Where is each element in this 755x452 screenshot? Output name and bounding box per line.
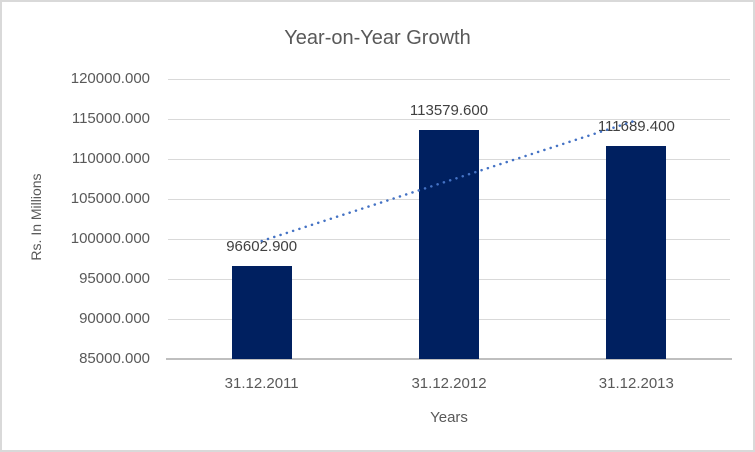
bar-31.12.2011 (231, 266, 292, 359)
y-axis-tick-label: 90000.000 (79, 310, 150, 327)
data-label: 96602.900 (226, 238, 298, 256)
x-axis-title: Years (430, 409, 468, 426)
y-axis-tick-label: 95000.000 (79, 270, 150, 287)
x-axis-line (166, 358, 732, 360)
bar-31.12.2012 (419, 130, 479, 359)
chart-title: Year-on-Year Growth (284, 27, 471, 49)
y-axis-tick-label: 120000.000 (70, 70, 150, 87)
gridline (168, 119, 730, 120)
plot-area: 96602.900 113579.600 111689.400 (166, 79, 732, 360)
data-label: 111689.400 (597, 117, 675, 135)
x-axis-tick-label: 31.12.2012 (411, 375, 487, 392)
x-axis-tick-label: 31.12.2011 (224, 375, 299, 392)
gridline (168, 79, 730, 80)
y-axis-tick-label: 110000.000 (71, 150, 150, 167)
y-axis-tick-label: 100000.000 (70, 230, 150, 247)
trendline (260, 119, 638, 243)
y-axis-tick-label: 115000.000 (71, 110, 150, 127)
x-axis-tick-label: 31.12.2013 (598, 375, 674, 392)
y-axis-tick-label: 105000.000 (70, 190, 150, 207)
data-label: 113579.600 (409, 102, 489, 120)
y-axis-tick-label: 85000.000 (79, 350, 150, 367)
bar-31.12.2013 (606, 145, 667, 359)
